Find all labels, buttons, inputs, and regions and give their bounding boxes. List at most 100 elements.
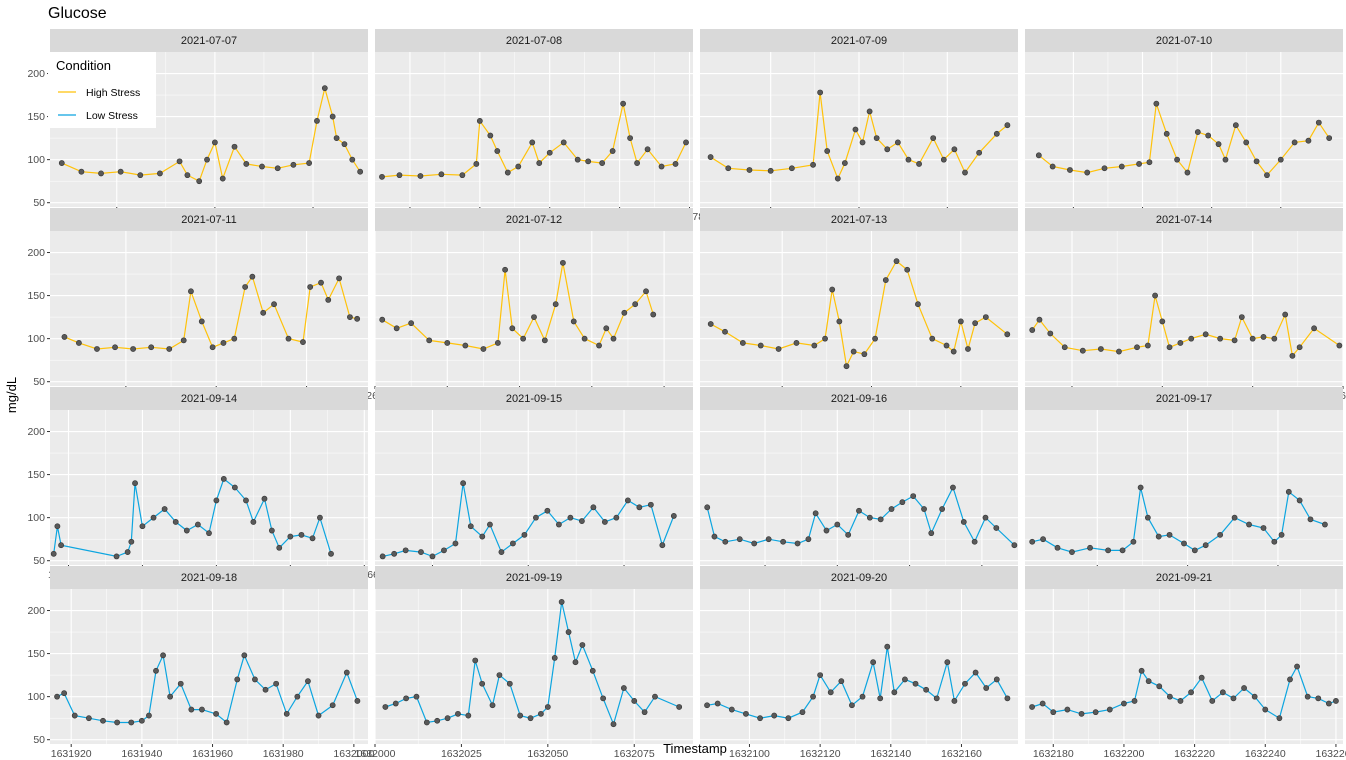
data-point bbox=[333, 135, 340, 142]
series-line-high-stress bbox=[381, 262, 654, 350]
facet-panel-2021-07-10: 2021-07-101625880162590016259201625940 bbox=[1025, 29, 1343, 223]
legend-label-high-stress: High Stress bbox=[86, 87, 140, 99]
data-point bbox=[487, 132, 494, 139]
data-point bbox=[1159, 318, 1166, 325]
data-point bbox=[150, 514, 157, 521]
data-point bbox=[1118, 163, 1125, 170]
data-point bbox=[494, 148, 501, 154]
data-point bbox=[581, 335, 588, 342]
data-point bbox=[805, 536, 812, 543]
data-point bbox=[300, 339, 306, 345]
data-point bbox=[1205, 132, 1212, 139]
data-point bbox=[502, 266, 508, 273]
data-point bbox=[1231, 337, 1238, 344]
data-point bbox=[1188, 335, 1195, 342]
facet-panels: 2021-07-07501001502001625625162565016256… bbox=[27, 29, 1346, 760]
data-point bbox=[306, 160, 313, 166]
data-point bbox=[317, 514, 323, 521]
data-point bbox=[480, 346, 487, 352]
data-point bbox=[329, 702, 336, 709]
data-point bbox=[824, 148, 831, 154]
data-point bbox=[402, 547, 409, 554]
data-point bbox=[610, 335, 617, 342]
data-point bbox=[531, 314, 537, 321]
data-point bbox=[972, 320, 979, 327]
data-point bbox=[1116, 348, 1122, 355]
data-point bbox=[1253, 158, 1260, 165]
data-point bbox=[1069, 549, 1075, 555]
data-point bbox=[1166, 344, 1173, 351]
y-tick-label: 200 bbox=[27, 605, 45, 617]
y-tick-label: 50 bbox=[33, 555, 45, 567]
data-point bbox=[1131, 698, 1138, 704]
data-point bbox=[287, 533, 294, 540]
data-point bbox=[915, 301, 921, 308]
data-point bbox=[1054, 544, 1061, 551]
data-point bbox=[859, 139, 866, 146]
data-point bbox=[746, 167, 753, 173]
data-point bbox=[672, 161, 679, 167]
data-point bbox=[757, 342, 764, 349]
data-point bbox=[1249, 335, 1256, 342]
data-point bbox=[1232, 122, 1239, 129]
data-point bbox=[1289, 352, 1296, 359]
data-point bbox=[85, 715, 92, 722]
data-point bbox=[704, 702, 710, 709]
data-point bbox=[541, 337, 548, 344]
data-point bbox=[379, 173, 385, 180]
data-point bbox=[220, 340, 227, 346]
facet-strip bbox=[1025, 566, 1343, 589]
x-tick-label: 1632050 bbox=[527, 748, 568, 760]
data-point bbox=[725, 165, 732, 172]
facet-strip-label: 2021-09-16 bbox=[831, 393, 887, 405]
data-point bbox=[829, 286, 836, 293]
x-tick-label: 1632220 bbox=[1174, 748, 1215, 760]
data-point bbox=[799, 709, 806, 716]
data-point bbox=[1079, 347, 1086, 354]
data-point bbox=[146, 712, 152, 719]
x-tick-label: 1632000 bbox=[333, 748, 374, 760]
data-point bbox=[243, 497, 249, 504]
facet-strip-label: 2021-07-12 bbox=[506, 214, 562, 226]
x-tick-label: 1632075 bbox=[614, 748, 655, 760]
data-point bbox=[1325, 700, 1332, 707]
facet-strip-label: 2021-09-15 bbox=[506, 393, 562, 405]
data-point bbox=[552, 301, 559, 308]
data-point bbox=[1222, 156, 1229, 163]
data-point bbox=[856, 507, 862, 514]
facet-strip bbox=[1025, 387, 1343, 410]
data-point bbox=[455, 710, 461, 717]
data-point bbox=[624, 497, 631, 504]
data-point bbox=[929, 335, 936, 342]
data-point bbox=[650, 311, 657, 318]
data-point bbox=[590, 504, 597, 511]
data-point bbox=[944, 659, 951, 666]
data-point bbox=[510, 540, 516, 547]
data-point bbox=[391, 550, 398, 557]
data-point bbox=[884, 146, 891, 153]
data-point bbox=[206, 530, 212, 537]
facet-panel-2021-09-15: 2021-09-15163167516317001631725 bbox=[375, 387, 693, 581]
data-point bbox=[184, 172, 191, 179]
data-point bbox=[870, 659, 877, 666]
data-point bbox=[1166, 531, 1173, 538]
panel-background bbox=[375, 410, 693, 565]
data-point bbox=[1035, 152, 1042, 159]
data-point bbox=[1260, 525, 1267, 531]
data-point bbox=[349, 156, 356, 163]
data-point bbox=[641, 709, 648, 716]
facet-panel-2021-07-07: 2021-07-07501001502001625625162565016256… bbox=[27, 29, 368, 223]
data-point bbox=[632, 301, 639, 308]
data-point bbox=[634, 160, 640, 166]
data-point bbox=[943, 342, 950, 349]
facet-strip bbox=[375, 29, 693, 52]
data-point bbox=[1184, 169, 1191, 176]
data-point bbox=[620, 685, 627, 691]
data-point bbox=[565, 629, 572, 635]
data-point bbox=[570, 318, 577, 325]
data-point bbox=[601, 519, 608, 525]
legend: Condition High Stress Low Stress bbox=[48, 52, 156, 128]
data-point bbox=[243, 161, 250, 167]
data-point bbox=[544, 704, 551, 710]
data-point bbox=[609, 148, 616, 154]
